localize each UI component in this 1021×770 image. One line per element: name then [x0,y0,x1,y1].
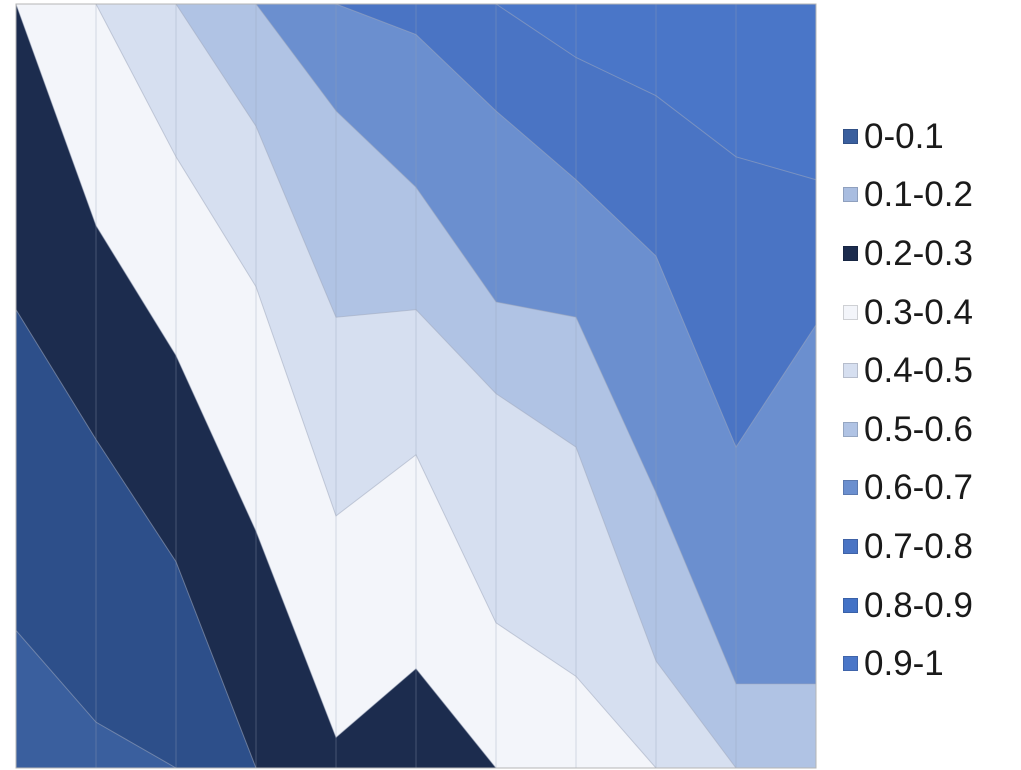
legend-swatch [843,656,858,672]
plot-border [15,3,817,769]
legend-swatch [843,480,858,496]
legend-swatch [843,245,858,261]
legend-swatch [843,304,858,320]
legend-label: 0-0.1 [864,116,944,156]
legend-label: 0.8-0.9 [864,585,973,625]
legend-item: 0.4-0.5 [843,341,973,400]
legend-item: 0-0.1 [843,107,973,166]
legend-label: 0.1-0.2 [864,175,973,215]
legend: 0-0.1 0.1-0.2 0.2-0.3 0.3-0.4 0.4-0.5 0.5-0.6… [843,107,973,693]
legend-swatch [843,363,858,379]
legend-item: 0.1-0.2 [843,166,973,225]
legend-swatch [843,538,858,554]
legend-item: 0.8-0.9 [843,576,973,635]
legend-label: 0.7-0.8 [864,526,973,566]
legend-item: 0.2-0.3 [843,224,973,283]
legend-item: 0.7-0.8 [843,517,973,576]
legend-swatch [843,187,858,203]
plot-svg [15,3,817,769]
legend-label: 0.5-0.6 [864,409,973,449]
legend-item: 0.6-0.7 [843,459,973,518]
legend-item: 0.9-1 [843,634,973,693]
legend-label: 0.4-0.5 [864,351,973,391]
legend-label: 0.2-0.3 [864,233,973,273]
legend-swatch [843,421,858,437]
legend-item: 0.5-0.6 [843,400,973,459]
legend-label: 0.3-0.4 [864,292,973,332]
legend-item: 0.3-0.4 [843,283,973,342]
legend-swatch [843,597,858,613]
legend-swatch [843,128,858,144]
legend-label: 0.6-0.7 [864,468,973,508]
legend-label: 0.9-1 [864,644,944,684]
